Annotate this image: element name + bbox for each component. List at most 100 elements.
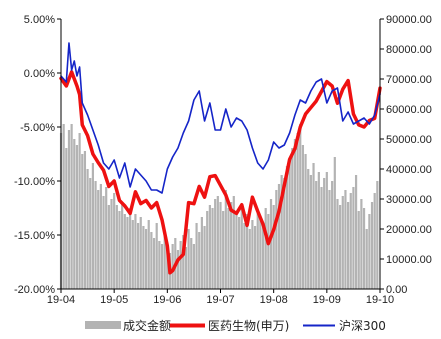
right-tick-label: 10000.00 xyxy=(386,254,432,266)
volume-bar xyxy=(99,184,102,289)
volume-bar xyxy=(129,208,132,289)
volume-bar xyxy=(206,211,209,289)
volume-bar xyxy=(365,229,368,289)
volume-bar xyxy=(341,196,344,289)
legend-swatch-volume xyxy=(85,321,121,329)
volume-bar xyxy=(195,223,198,289)
volume-bar xyxy=(288,160,291,289)
left-tick-label: 0.00% xyxy=(24,68,55,80)
volume-bar xyxy=(200,217,203,289)
volume-bars xyxy=(59,124,379,289)
volume-bar xyxy=(267,214,270,289)
volume-bar xyxy=(238,217,241,289)
volume-bar xyxy=(113,193,116,289)
volume-bar xyxy=(152,238,156,289)
volume-bar xyxy=(91,163,94,289)
volume-bar xyxy=(301,145,305,289)
volume-bar xyxy=(232,196,235,289)
x-tick-label: 19-08 xyxy=(260,294,288,306)
volume-bar xyxy=(158,241,161,289)
volume-bar xyxy=(184,247,188,289)
volume-bar xyxy=(269,199,273,289)
volume-bar xyxy=(336,199,339,289)
volume-bar xyxy=(163,235,166,289)
volume-bar xyxy=(230,202,233,289)
volume-bar xyxy=(261,223,265,289)
volume-bar xyxy=(344,190,347,289)
volume-bar xyxy=(264,208,267,289)
volume-bar xyxy=(160,244,164,289)
legend: 成交金额 医药生物(申万) 沪深300 xyxy=(85,318,386,333)
volume-bar xyxy=(285,166,289,289)
volume-bar xyxy=(251,220,254,289)
volume-bar xyxy=(312,163,315,289)
legend-label-hs300: 沪深300 xyxy=(339,319,386,333)
volume-bar xyxy=(97,190,100,289)
left-tick-label: -5.00% xyxy=(20,122,55,134)
volume-bar xyxy=(121,202,124,289)
right-tick-label: 70000.00 xyxy=(386,74,432,86)
volume-bar xyxy=(211,208,214,289)
volume-bar xyxy=(362,208,366,289)
volume-bar xyxy=(144,229,148,289)
left-tick-label: 5.00% xyxy=(24,14,55,26)
volume-bar xyxy=(136,223,140,289)
volume-bar xyxy=(293,139,297,289)
hs300-line xyxy=(60,42,381,194)
volume-bar xyxy=(155,223,158,289)
volume-bar xyxy=(203,226,206,289)
volume-bar xyxy=(219,202,222,289)
volume-bar xyxy=(309,175,312,289)
x-tick-label: 19-06 xyxy=(153,294,181,306)
volume-bar xyxy=(214,199,217,289)
volume-bar xyxy=(296,133,299,289)
volume-bar xyxy=(256,211,259,289)
volume-bar xyxy=(115,205,118,289)
volume-bar xyxy=(70,124,73,289)
volume-bar xyxy=(373,193,376,289)
volume-bar xyxy=(235,211,238,289)
volume-bar xyxy=(198,232,201,289)
legend-label-pharma: 医药生物(申万) xyxy=(208,319,289,333)
volume-bar xyxy=(208,205,211,289)
series-lines xyxy=(59,42,382,275)
right-tick-label: 0.00 xyxy=(386,284,407,296)
volume-bar xyxy=(67,130,71,289)
volume-bar xyxy=(78,133,81,289)
volume-bar xyxy=(62,124,65,289)
legend-label-volume: 成交金额 xyxy=(123,318,171,333)
right-tick-label: 40000.00 xyxy=(386,164,432,176)
volume-bar xyxy=(317,172,320,289)
volume-bar xyxy=(245,214,249,289)
right-tick-label: 60000.00 xyxy=(386,104,432,116)
left-tick-label: -15.00% xyxy=(14,230,55,242)
x-tick-label: 19-10 xyxy=(366,294,394,306)
axes: 5.00% 0.00% -5.00% -10.00% -15.00% -20.00% 900… xyxy=(14,14,432,306)
x-tick-label: 19-09 xyxy=(313,294,341,306)
volume-bar xyxy=(349,193,352,289)
x-tick-label: 19-05 xyxy=(100,294,128,306)
volume-bar xyxy=(216,196,219,289)
volume-bar xyxy=(240,205,243,289)
volume-bar xyxy=(323,178,326,289)
volume-bar xyxy=(123,214,126,289)
volume-bar xyxy=(179,241,182,289)
volume-bar xyxy=(368,214,371,289)
right-tick-label: 80000.00 xyxy=(386,44,432,56)
volume-bar xyxy=(357,211,360,289)
left-tick-label: -10.00% xyxy=(14,176,55,188)
volume-bar xyxy=(147,220,150,289)
volume-bar xyxy=(150,232,153,289)
volume-bar xyxy=(275,190,278,289)
right-tick-label: 50000.00 xyxy=(386,134,432,146)
volume-bar xyxy=(291,148,294,289)
x-tick-label: 19-07 xyxy=(206,294,234,306)
volume-bar xyxy=(131,220,134,289)
volume-bar xyxy=(304,154,307,289)
volume-bar xyxy=(352,187,355,289)
volume-bar xyxy=(333,157,336,289)
volume-bar xyxy=(277,184,281,289)
volume-bar xyxy=(283,178,286,289)
